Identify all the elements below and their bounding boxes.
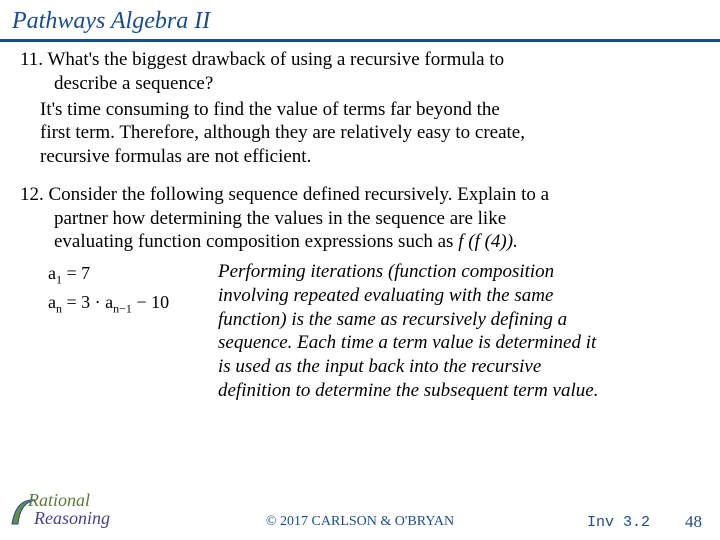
q12-exp-l5: is used as the input back into the recur… [218,355,696,379]
q12-text-line2: partner how determining the values in th… [20,207,700,231]
recursive-formulas: a1 = 7 an = 3 · an−1 − 10 [20,260,218,403]
slide-content: 11. What's the biggest drawback of using… [0,42,720,403]
formula-a1-rhs: = 7 [62,263,90,283]
question-12: 12. Consider the following sequence defi… [20,183,700,403]
formula-an-mid: = 3 · a [62,292,113,312]
q11-answer: It's time consuming to find the value of… [20,98,700,169]
question-11: 11. What's the biggest drawback of using… [20,48,700,169]
q12-explanation: Performing iterations (function composit… [218,260,700,403]
page-number: 48 [685,512,702,532]
formula-an: an = 3 · an−1 − 10 [48,289,218,318]
formula-an-rhs: − 10 [132,292,169,312]
q12-exp-l4: sequence. Each time a term value is dete… [218,331,696,355]
slide-footer: Rational Reasoning © 2017 CARLSON & O'BR… [0,504,720,540]
q12-exp-l2: involving repeated evaluating with the s… [218,284,696,308]
q12-body-row: a1 = 7 an = 3 · an−1 − 10 Performing ite… [20,260,700,403]
q11-text-line2: describe a sequence? [20,72,700,96]
q12-text-line1: Consider the following sequence defined … [49,184,550,205]
copyright-text: © 2017 CARLSON & O'BRYAN [266,514,454,530]
q12-exp-l3: function) is the same as recursively def… [218,308,696,332]
q12-exp-l1: Performing iterations (function composit… [218,260,696,284]
q12-exp-l6: definition to determine the subsequent t… [218,379,696,403]
q12-text-line3: evaluating function composition expressi… [20,230,700,254]
q12-fn-expr: f (f (4)). [458,231,518,252]
slide-header: Pathways Algebra II [0,0,720,42]
q12-prompt: 12. Consider the following sequence defi… [20,183,700,254]
investigation-number: Inv 3.2 [587,514,650,531]
q11-number: 11. [20,49,43,70]
q11-answer-line2: first term. Therefore, although they are… [40,121,700,145]
logo-word-reasoning: Reasoning [34,508,110,529]
q11-answer-line1: It's time consuming to find the value of… [40,98,700,122]
q11-answer-line3: recursive formulas are not efficient. [40,145,700,169]
formula-an-var: a [48,292,56,312]
course-title: Pathways Algebra II [12,8,210,34]
formula-a1: a1 = 7 [48,260,218,289]
q11-prompt: 11. What's the biggest drawback of using… [20,48,700,96]
q11-text-line1: What's the biggest drawback of using a r… [47,49,504,70]
formula-a1-var: a [48,263,56,283]
q12-number: 12. [20,184,44,205]
rational-reasoning-logo: Rational Reasoning [10,488,130,534]
formula-an-sub2: n−1 [113,301,132,315]
q12-text-line3-plain: evaluating function composition expressi… [54,231,458,252]
